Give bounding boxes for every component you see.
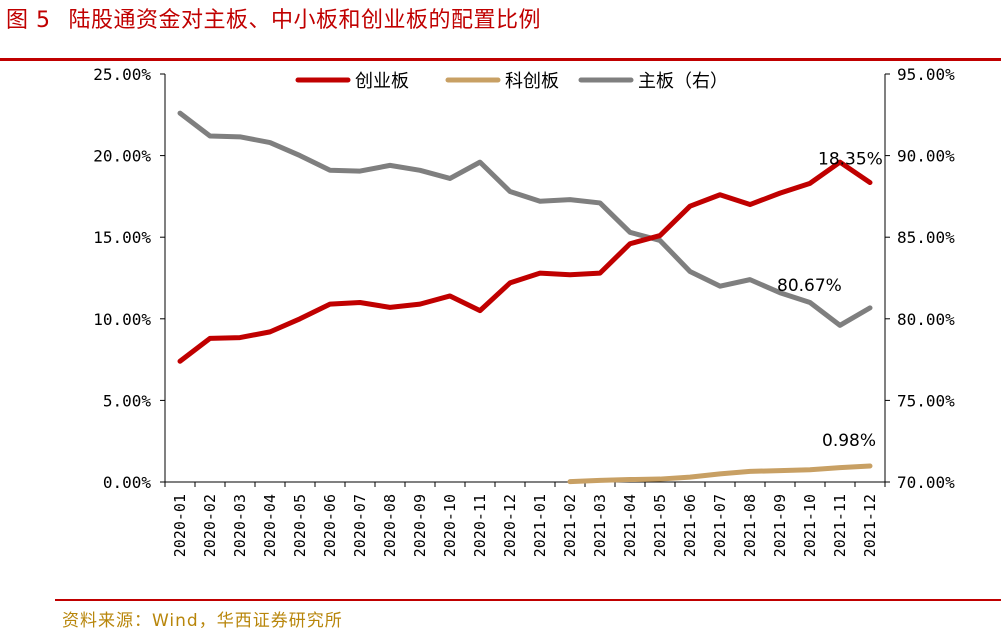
top-rule bbox=[0, 58, 1001, 61]
y-left-tick-label: 0.00% bbox=[103, 473, 152, 492]
y-left-tick-label: 5.00% bbox=[103, 391, 152, 410]
x-tick-label: 2021-12 bbox=[861, 494, 879, 557]
x-tick-label: 2021-05 bbox=[651, 494, 669, 557]
y-left-tick-label: 25.00% bbox=[93, 65, 151, 84]
x-tick-label: 2021-06 bbox=[681, 494, 699, 557]
x-tick-label: 2021-09 bbox=[771, 494, 789, 557]
data-label: 0.98% bbox=[822, 431, 876, 451]
x-tick-label: 2021-10 bbox=[801, 494, 819, 557]
x-tick-label: 2020-10 bbox=[441, 494, 459, 557]
x-tick-label: 2021-02 bbox=[561, 494, 579, 557]
y-right-tick-label: 75.00% bbox=[897, 391, 955, 410]
data-label: 80.67% bbox=[777, 276, 842, 296]
x-tick-label: 2020-03 bbox=[231, 494, 249, 557]
x-tick-label: 2020-04 bbox=[261, 494, 279, 557]
y-right-tick-label: 85.00% bbox=[897, 228, 955, 247]
y-left-tick-label: 10.00% bbox=[93, 310, 151, 329]
figure-title: 陆股通资金对主板、中小板和创业板的配置比例 bbox=[68, 8, 542, 33]
x-tick-label: 2021-01 bbox=[531, 494, 549, 557]
series-line bbox=[177, 159, 873, 364]
x-tick-label: 2020-06 bbox=[321, 494, 339, 557]
x-tick-label: 2020-02 bbox=[201, 494, 219, 557]
x-tick-label: 2020-11 bbox=[471, 494, 489, 557]
y-right-tick-label: 90.00% bbox=[897, 147, 955, 166]
x-tick-label: 2020-01 bbox=[171, 494, 189, 557]
legend-label: 创业板 bbox=[355, 71, 409, 92]
x-tick-label: 2020-08 bbox=[381, 494, 399, 557]
data-label: 18.35% bbox=[818, 150, 883, 170]
source-note: 资料来源：Wind，华西证券研究所 bbox=[62, 611, 343, 631]
x-tick-label: 2020-05 bbox=[291, 494, 309, 557]
bottom-rule bbox=[55, 599, 1001, 601]
series-line bbox=[177, 110, 873, 328]
x-tick-label: 2021-04 bbox=[621, 494, 639, 557]
x-tick-label: 2020-07 bbox=[351, 494, 369, 557]
legend-label: 主板（右） bbox=[638, 71, 728, 92]
y-right-tick-label: 80.00% bbox=[897, 310, 955, 329]
figure-label: 图 5 bbox=[6, 8, 51, 33]
chart-title: 图 5 陆股通资金对主板、中小板和创业板的配置比例 bbox=[6, 2, 541, 34]
legend-label: 科创板 bbox=[505, 71, 559, 92]
x-tick-label: 2021-11 bbox=[831, 494, 849, 557]
series-line bbox=[567, 463, 873, 485]
y-right-tick-label: 95.00% bbox=[897, 65, 955, 84]
y-left-tick-label: 15.00% bbox=[93, 228, 151, 247]
line-chart: 0.00% 5.00% 10.00% 15.00% 20.00% 25.00% 70.00%… bbox=[93, 65, 955, 557]
x-tick-label: 2020-09 bbox=[411, 494, 429, 557]
x-tick-label: 2021-03 bbox=[591, 494, 609, 557]
y-left-tick-label: 20.00% bbox=[93, 147, 151, 166]
x-tick-label: 2021-08 bbox=[741, 494, 759, 557]
x-tick-label: 2021-07 bbox=[711, 494, 729, 557]
x-tick-label: 2020-12 bbox=[501, 494, 519, 557]
y-right-tick-label: 70.00% bbox=[897, 473, 955, 492]
